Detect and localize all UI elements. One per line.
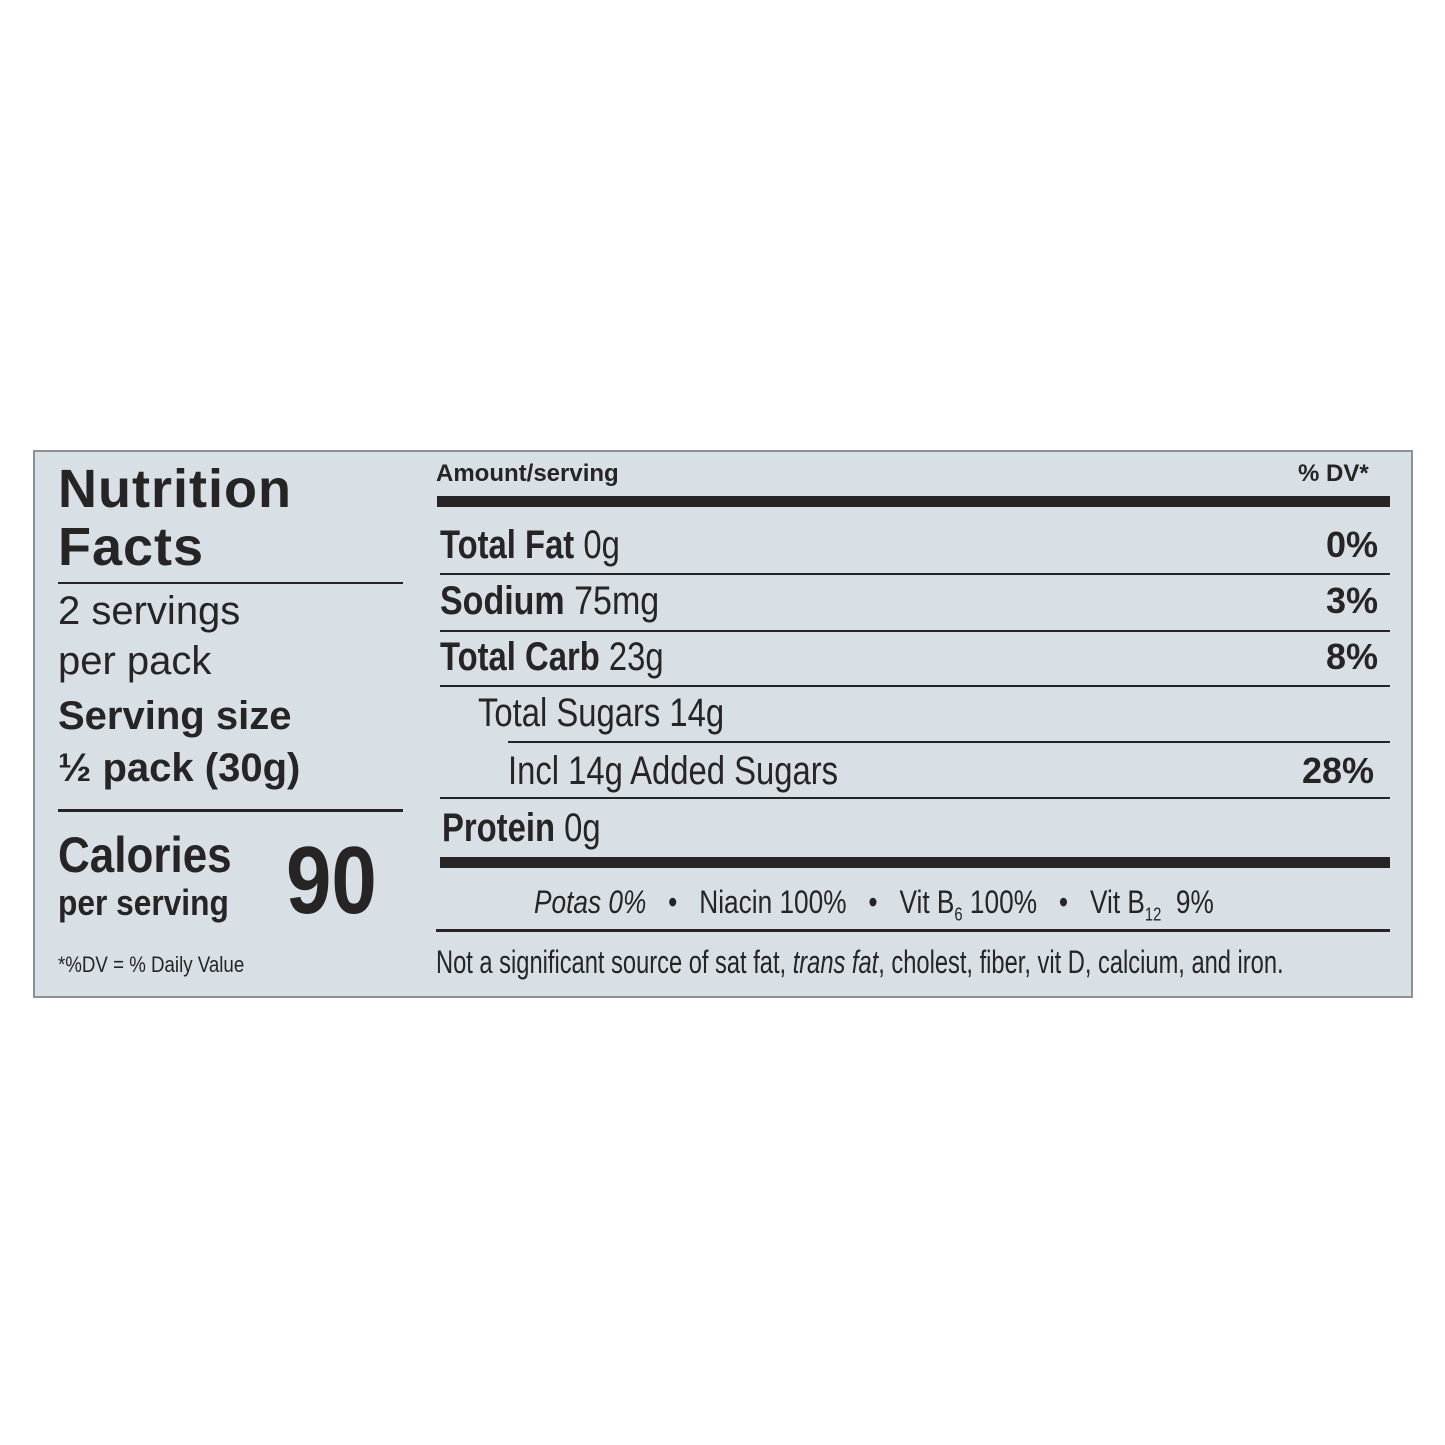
divider [440, 630, 1390, 632]
bullet: • [868, 884, 878, 920]
title: Nutrition Facts [58, 460, 292, 576]
footnote-text: , cholest, fiber, vit D, calcium, and ir… [878, 944, 1284, 980]
row-total-sugars: Total Sugars 14g [478, 688, 778, 738]
dv-total-carb: 8% [1326, 636, 1379, 677]
nutrient-name: Total Carb [440, 635, 600, 679]
nutrient-amount: 23g [608, 635, 664, 679]
divider [440, 797, 1390, 799]
bullet: • [1058, 884, 1069, 920]
divider [58, 809, 403, 812]
serving-size: Serving size ½ pack (30g) [58, 690, 300, 794]
divider [440, 685, 1390, 687]
title-line-1: Nutrition [58, 459, 292, 519]
nutrient-amount: 0g [564, 806, 601, 850]
row-added-sugars: Incl 14g Added Sugars [508, 746, 911, 796]
calories-value: 90 [286, 827, 377, 934]
footnote-italic: trans fat [792, 944, 879, 980]
dv-footnote-text: *%DV = % Daily Value [58, 952, 245, 977]
serving-size-value: ½ pack (30g) [58, 746, 301, 790]
amount-header: Amount/serving [436, 460, 619, 487]
vitamins-row: Potas 0% • Niacin 100% • Vit B6 100% • V… [534, 880, 1363, 936]
servings-line-1: 2 servings [58, 589, 241, 633]
divider [508, 741, 1390, 743]
niacin: Niacin 100% [699, 884, 847, 920]
dv-footnote: *%DV = % Daily Value [58, 952, 277, 978]
thick-bar [440, 857, 1390, 868]
nutrient-name: Incl 14g Added Sugars [508, 749, 839, 793]
nutrient-amount: 75mg [574, 579, 660, 623]
nutrient-name: Total Fat [440, 523, 575, 567]
title-line-2: Facts [58, 517, 205, 577]
servings-per-pack: 2 servings per pack [58, 586, 240, 686]
nutrition-facts-panel [33, 450, 1413, 998]
row-total-carb: Total Carb 23g [440, 632, 713, 682]
not-significant-footnote: Not a significant source of sat fat, tra… [436, 940, 1445, 984]
bullet: • [668, 884, 678, 920]
serving-size-label: Serving size [58, 694, 292, 738]
dv-header: % DV* [1298, 460, 1369, 487]
nutrient-name: Protein [442, 806, 555, 850]
calories-sub: per serving [58, 882, 229, 923]
divider [436, 929, 1390, 932]
divider [440, 573, 1390, 575]
thick-bar [437, 496, 1390, 507]
row-sodium: Sodium 75mg [440, 576, 698, 626]
nutrient-amount: 0g [583, 523, 620, 567]
row-protein: Protein 0g [442, 803, 635, 853]
calories-label-text: Calories [58, 827, 232, 883]
nutrient-name: Sodium [440, 579, 565, 623]
dv-sodium: 3% [1326, 580, 1379, 621]
servings-line-2: per pack [58, 639, 212, 683]
footnote-text: Not a significant source of sat fat, [436, 944, 793, 980]
divider [58, 582, 403, 584]
vitamin-b6: Vit B6 100% [899, 884, 1038, 925]
dv-total-fat: 0% [1326, 524, 1379, 565]
nutrient-name: Total Sugars 14g [478, 691, 725, 735]
dv-added-sugars: 28% [1302, 750, 1375, 791]
potassium: Potas 0% [534, 884, 647, 920]
row-total-fat: Total Fat 0g [440, 520, 659, 570]
vitamin-b12: Vit B12 9% [1089, 884, 1214, 925]
calories-label: Calories per serving [58, 826, 255, 924]
